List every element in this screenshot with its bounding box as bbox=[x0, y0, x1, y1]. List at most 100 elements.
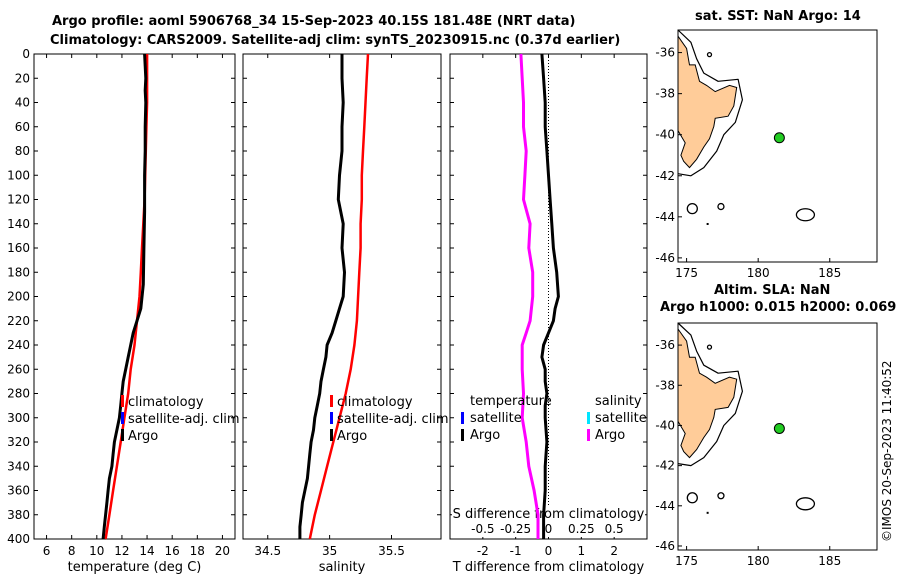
y-tick-label: 380 bbox=[7, 508, 30, 522]
title-line-2: Climatology: CARS2009. Satellite-adj cli… bbox=[50, 33, 621, 48]
legend-entry: climatology bbox=[128, 395, 204, 410]
map-x-tick-label: 180 bbox=[747, 266, 770, 280]
contour-blob bbox=[686, 492, 698, 504]
y-tick-label: 400 bbox=[7, 532, 30, 546]
legend-left-header: temperature bbox=[470, 394, 552, 409]
map-y-tick-label: -40 bbox=[655, 418, 675, 432]
top-x-tick-label: -0.25 bbox=[500, 522, 531, 536]
top-x-tick-label: -0.5 bbox=[471, 522, 494, 536]
island-dot bbox=[706, 511, 709, 514]
x-tick-label: 14 bbox=[139, 544, 154, 558]
panel-frame-temperature bbox=[33, 53, 236, 540]
x-tick-label: 10 bbox=[89, 544, 104, 558]
map-y-tick-label: -42 bbox=[655, 169, 675, 183]
legend-swatch bbox=[330, 412, 333, 424]
y-tick-label: 40 bbox=[15, 96, 30, 110]
legend-right-entry: satellite bbox=[595, 411, 647, 426]
y-tick-label: 140 bbox=[7, 217, 30, 231]
x-tick-label: -2 bbox=[477, 544, 489, 558]
contour-blob bbox=[686, 202, 698, 215]
map2-title-line-1: Altim. SLA: NaN bbox=[714, 283, 831, 298]
contour-blob bbox=[717, 202, 725, 211]
legend-right-swatch bbox=[587, 429, 590, 441]
top-x-tick-label: 0.25 bbox=[568, 522, 595, 536]
legend-right-entry: Argo bbox=[595, 428, 625, 443]
series-line-climatology bbox=[308, 53, 370, 540]
y-tick-label: 120 bbox=[7, 193, 30, 207]
map2-title-line-2: Argo h1000: 0.015 h2000: 0.069 bbox=[660, 300, 897, 315]
map1-title: sat. SST: NaN Argo: 14 bbox=[695, 9, 861, 24]
x-tick-label: 2 bbox=[610, 544, 618, 558]
y-tick-label: 100 bbox=[7, 168, 30, 182]
island-dot bbox=[706, 222, 709, 225]
y-tick-label: 360 bbox=[7, 484, 30, 498]
y-tick-label: 60 bbox=[15, 120, 30, 134]
legend-right-swatch bbox=[587, 412, 590, 424]
x-axis-label: temperature (deg C) bbox=[68, 560, 202, 575]
land-north-island bbox=[677, 34, 738, 169]
legend-left-entry: satellite bbox=[470, 411, 522, 426]
map-x-tick-label: 175 bbox=[675, 266, 698, 280]
map-frame bbox=[677, 322, 878, 551]
legend-entry: Argo bbox=[337, 429, 367, 444]
map-frame bbox=[677, 29, 878, 263]
x-tick-label: 0 bbox=[545, 544, 553, 558]
map-x-tick-label: 185 bbox=[818, 554, 841, 568]
map-x-tick-label: 185 bbox=[818, 266, 841, 280]
title-line-1: Argo profile: aoml 5906768_34 15-Sep-202… bbox=[52, 14, 576, 29]
top-x-tick-label: 0.5 bbox=[605, 522, 624, 536]
y-tick-label: 0 bbox=[22, 47, 30, 61]
series-line-s-argo---clim bbox=[519, 53, 540, 539]
legend-swatch bbox=[121, 412, 124, 424]
x-tick-label: -1 bbox=[510, 544, 522, 558]
y-tick-label: 300 bbox=[7, 411, 30, 425]
x-axis-label: T difference from climatology bbox=[452, 560, 645, 575]
map-y-tick-label: -36 bbox=[655, 46, 675, 60]
legend-left-swatch bbox=[461, 429, 464, 441]
legend-left-swatch bbox=[461, 412, 464, 424]
x-axis-label: salinity bbox=[319, 560, 366, 575]
y-tick-label: 220 bbox=[7, 314, 30, 328]
bathymetry-contour bbox=[677, 29, 744, 177]
legend-entry: Argo bbox=[128, 429, 158, 444]
y-tick-label: 200 bbox=[7, 290, 30, 304]
y-tick-label: 80 bbox=[15, 144, 30, 158]
map-y-tick-label: -42 bbox=[655, 459, 675, 473]
x-tick-label: 6 bbox=[43, 544, 51, 558]
legend-left-entry: Argo bbox=[470, 428, 500, 443]
x-tick-label: 16 bbox=[165, 544, 180, 558]
x-tick-label: 18 bbox=[190, 544, 205, 558]
legend-entry: satellite-adj. clim bbox=[128, 412, 240, 427]
map-y-tick-label: -46 bbox=[655, 539, 675, 553]
map-y-tick-label: -44 bbox=[655, 210, 675, 224]
map-y-tick-label: -38 bbox=[655, 87, 675, 101]
top-axis-label: S difference from climatology bbox=[453, 507, 645, 522]
series-line-argo bbox=[298, 54, 346, 539]
legend-swatch bbox=[330, 429, 333, 441]
x-tick-label: 8 bbox=[68, 544, 76, 558]
x-tick-label: 1 bbox=[578, 544, 586, 558]
y-tick-label: 280 bbox=[7, 387, 30, 401]
legend-swatch bbox=[121, 429, 124, 441]
contour-blob bbox=[717, 492, 725, 500]
map-x-tick-label: 180 bbox=[747, 554, 770, 568]
legend-entry: satellite-adj. clim bbox=[337, 412, 449, 427]
y-tick-label: 160 bbox=[7, 241, 30, 255]
top-x-tick-label: 0 bbox=[545, 522, 553, 536]
map-y-tick-label: -38 bbox=[655, 378, 675, 392]
island-contour bbox=[706, 344, 713, 350]
legend-right-header: salinity bbox=[595, 394, 642, 409]
x-tick-label: 35.5 bbox=[378, 544, 405, 558]
y-tick-label: 240 bbox=[7, 338, 30, 352]
x-tick-label: 35 bbox=[322, 544, 337, 558]
legend-swatch bbox=[330, 395, 333, 407]
y-tick-label: 260 bbox=[7, 362, 30, 376]
y-tick-label: 20 bbox=[15, 71, 30, 85]
x-tick-label: 12 bbox=[114, 544, 129, 558]
argo-float-marker bbox=[773, 132, 785, 144]
map-y-tick-label: -40 bbox=[655, 128, 675, 142]
series-line-argo bbox=[101, 53, 148, 540]
legend-entry: climatology bbox=[337, 395, 413, 410]
map-y-tick-label: -36 bbox=[655, 338, 675, 352]
